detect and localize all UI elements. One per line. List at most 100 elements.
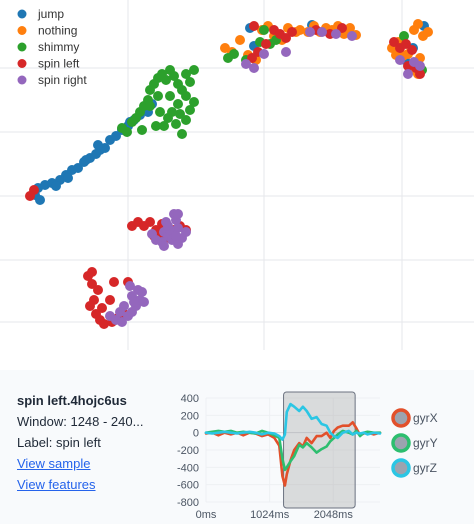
scatter-point-spin-left[interactable]	[415, 69, 425, 79]
feature-scatter-chart[interactable]: jump nothing shimmy spin left spin right	[0, 0, 474, 362]
scatter-point-spin-right[interactable]	[317, 27, 327, 37]
sensor-x-tick: 0ms	[196, 509, 217, 521]
legend-item-spin-right[interactable]: spin right	[17, 73, 88, 87]
scatter-point-spin-left[interactable]	[25, 191, 35, 201]
scatter-point-shimmy[interactable]	[163, 113, 173, 123]
scatter-point-spin-right[interactable]	[129, 297, 139, 307]
sensor-y-tick: -600	[177, 480, 199, 492]
scatter-point-spin-right[interactable]	[249, 63, 259, 73]
scatter-point-shimmy[interactable]	[399, 31, 409, 41]
sensor-lines	[204, 402, 382, 487]
scatter-point-shimmy[interactable]	[137, 125, 147, 135]
sensor-legend-item-gyrY[interactable]: gyrY	[391, 433, 438, 453]
scatter-point-shimmy[interactable]	[181, 91, 191, 101]
sensor-legend-item-gyrX[interactable]: gyrX	[391, 408, 438, 428]
scatter-point-spin-right[interactable]	[331, 29, 341, 39]
scatter-point-spin-left[interactable]	[287, 27, 297, 37]
scatter-point-spin-right[interactable]	[181, 227, 191, 237]
scatter-point-nothing[interactable]	[413, 19, 423, 29]
scatter-point-nothing[interactable]	[235, 35, 245, 45]
sensor-grid	[205, 397, 380, 503]
scatter-point-shimmy[interactable]	[155, 107, 165, 117]
legend-item-jump[interactable]: jump	[17, 7, 65, 21]
scatter-point-nothing[interactable]	[345, 23, 355, 33]
scatter-legend[interactable]: jump nothing shimmy spin left spin right	[17, 7, 88, 87]
scatter-point-shimmy[interactable]	[165, 91, 175, 101]
sample-label-text: Label: spin left	[17, 435, 101, 450]
scatter-point-spin-right[interactable]	[259, 49, 269, 59]
legend-item-nothing[interactable]: nothing	[17, 24, 78, 38]
scatter-point-spin-right[interactable]	[163, 221, 173, 231]
scatter-point-shimmy[interactable]	[189, 65, 199, 75]
sensor-y-tick: 400	[181, 393, 199, 405]
sensor-legend-item-gyrZ[interactable]: gyrZ	[391, 458, 437, 478]
sensor-legend[interactable]: gyrX gyrY gyrZ	[391, 408, 438, 478]
scatter-point-spin-right[interactable]	[281, 47, 291, 57]
scatter-points[interactable]	[25, 19, 433, 329]
scatter-point-shimmy[interactable]	[229, 49, 239, 59]
legend-marker-spin-left	[17, 59, 27, 68]
scatter-point-spin-left[interactable]	[85, 301, 95, 311]
scatter-point-spin-left[interactable]	[93, 285, 103, 295]
scatter-point-shimmy[interactable]	[161, 75, 171, 85]
sensor-y-tick: 200	[181, 410, 199, 422]
sensor-line-gyrX	[204, 421, 382, 487]
scatter-point-shimmy[interactable]	[177, 129, 187, 139]
legend-marker-jump	[17, 9, 27, 19]
scatter-point-spin-right[interactable]	[171, 231, 181, 241]
scatter-point-shimmy[interactable]	[175, 109, 185, 119]
scatter-point-spin-right[interactable]	[305, 27, 315, 37]
scatter-point-shimmy[interactable]	[259, 25, 269, 35]
scatter-point-shimmy[interactable]	[151, 121, 161, 131]
scatter-point-shimmy[interactable]	[153, 91, 163, 101]
scatter-point-spin-left[interactable]	[105, 295, 115, 305]
scatter-point-shimmy[interactable]	[185, 77, 195, 87]
scatter-point-spin-left[interactable]	[97, 303, 107, 313]
view-sample-link[interactable]: View sample	[17, 456, 91, 471]
scatter-point-shimmy[interactable]	[181, 69, 191, 79]
scatter-point-spin-left[interactable]	[249, 21, 259, 31]
scatter-point-jump[interactable]	[81, 155, 91, 165]
scatter-point-shimmy[interactable]	[169, 71, 179, 81]
scatter-point-shimmy[interactable]	[159, 121, 169, 131]
scatter-point-spin-right[interactable]	[115, 307, 125, 317]
scatter-point-spin-right[interactable]	[173, 239, 183, 249]
scatter-point-spin-right[interactable]	[395, 55, 405, 65]
scatter-point-shimmy[interactable]	[173, 99, 183, 109]
scatter-point-nothing[interactable]	[295, 25, 305, 35]
scatter-point-spin-right[interactable]	[415, 61, 425, 71]
scatter-point-jump[interactable]	[51, 181, 61, 191]
scatter-point-shimmy[interactable]	[185, 105, 195, 115]
scatter-point-shimmy[interactable]	[145, 101, 155, 111]
scatter-point-jump[interactable]	[63, 173, 73, 183]
scatter-point-spin-right[interactable]	[347, 31, 357, 41]
sensor-y-tick: -800	[177, 497, 199, 509]
scatter-point-spin-right[interactable]	[159, 241, 169, 251]
scatter-point-shimmy[interactable]	[171, 119, 181, 129]
scatter-point-spin-right[interactable]	[125, 281, 135, 291]
scatter-point-spin-right[interactable]	[173, 223, 183, 233]
scatter-point-spin-right[interactable]	[403, 69, 413, 79]
scatter-point-spin-left[interactable]	[145, 217, 155, 227]
scatter-point-jump[interactable]	[93, 140, 103, 150]
scatter-point-jump[interactable]	[35, 195, 45, 205]
scatter-point-spin-right[interactable]	[139, 297, 149, 307]
legend-marker-shimmy	[17, 42, 27, 52]
scatter-point-spin-left[interactable]	[261, 39, 271, 49]
scatter-point-spin-right[interactable]	[173, 209, 183, 219]
sensor-y-tick: -400	[177, 462, 199, 474]
legend-item-shimmy[interactable]: shimmy	[17, 40, 80, 54]
sample-title: spin left.4hojc6us	[17, 393, 127, 408]
legend-item-spin-left[interactable]: spin left	[17, 57, 81, 71]
scatter-point-spin-left[interactable]	[99, 319, 109, 329]
view-features-link[interactable]: View features	[17, 477, 96, 492]
scatter-point-spin-left[interactable]	[87, 267, 97, 277]
scatter-point-shimmy[interactable]	[189, 97, 199, 107]
scatter-point-nothing[interactable]	[423, 27, 433, 37]
scatter-point-spin-left[interactable]	[407, 45, 417, 55]
scatter-point-spin-right[interactable]	[241, 59, 251, 69]
scatter-point-shimmy[interactable]	[122, 127, 132, 137]
scatter-point-spin-left[interactable]	[109, 277, 119, 287]
sensor-legend-marker-gyrY	[391, 433, 411, 453]
